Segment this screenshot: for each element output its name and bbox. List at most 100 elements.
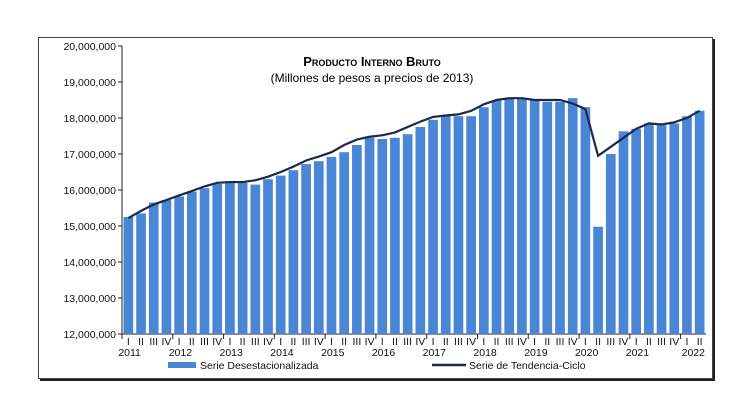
- bar: [301, 164, 311, 334]
- bar: [440, 116, 451, 334]
- quarter-label: III: [251, 336, 260, 348]
- quarter-label: I: [178, 336, 181, 348]
- quarter-label: III: [149, 336, 158, 348]
- trend-line: [127, 97, 701, 220]
- quarter-label: III: [556, 336, 565, 348]
- y-tick-label: 12,000,000: [63, 329, 116, 341]
- y-tick-label: 20,000,000: [63, 41, 116, 53]
- quarter-label: IV: [212, 336, 222, 348]
- quarter-label: IV: [365, 336, 375, 348]
- quarter-label: IV: [466, 336, 476, 348]
- bar: [123, 217, 134, 334]
- y-tick-label: 16,000,000: [63, 185, 116, 197]
- bar: [263, 179, 273, 334]
- quarter-label: II: [240, 336, 246, 348]
- y-tick-label: 17,000,000: [63, 149, 116, 161]
- bar: [682, 116, 692, 334]
- year-label: 2018: [473, 347, 497, 359]
- quarter-label: II: [189, 336, 195, 348]
- bar: [326, 156, 337, 334]
- bar: [415, 127, 426, 334]
- bar: [466, 116, 476, 334]
- quarter-label: IV: [415, 336, 425, 348]
- quarter-label: III: [657, 336, 666, 348]
- bar: [275, 175, 286, 334]
- y-tick-label: 19,000,000: [63, 77, 116, 89]
- legend-bar-label: Serie Desestacionalizada: [200, 360, 319, 372]
- quarter-label: IV: [517, 336, 527, 348]
- quarter-label: I: [685, 336, 688, 348]
- bar: [364, 137, 375, 334]
- bar: [390, 137, 400, 334]
- bar: [174, 196, 184, 334]
- quarter-label: III: [352, 336, 361, 348]
- quarter-label: I: [330, 336, 333, 348]
- legend-line-label: Serie de Tendencia-Ciclo: [469, 360, 586, 372]
- bar: [529, 100, 540, 334]
- quarter-label: III: [606, 336, 615, 348]
- quarter-label: IV: [314, 336, 324, 348]
- bar: [605, 154, 616, 334]
- quarter-label: I: [381, 336, 384, 348]
- year-label: 2016: [372, 347, 396, 359]
- quarter-label: IV: [669, 336, 679, 348]
- year-label: 2021: [626, 347, 650, 359]
- quarter-label: IV: [263, 336, 273, 348]
- quarter-label: I: [584, 336, 587, 348]
- year-label: 2017: [423, 347, 447, 359]
- quarter-label: I: [127, 336, 130, 348]
- bar: [352, 145, 362, 334]
- quarter-label: II: [138, 336, 144, 348]
- year-label: 2020: [575, 347, 599, 359]
- legend-bar-swatch: [168, 362, 196, 368]
- bar: [491, 100, 502, 334]
- bar: [250, 184, 261, 334]
- bar: [694, 110, 705, 334]
- quarter-label: III: [200, 336, 209, 348]
- quarter-label: II: [494, 336, 500, 348]
- bar: [212, 183, 223, 334]
- bar: [288, 170, 299, 334]
- quarter-label: I: [228, 336, 231, 348]
- bar: [618, 131, 629, 334]
- quarter-label: II: [544, 336, 550, 348]
- quarter-label: III: [302, 336, 311, 348]
- bar: [542, 101, 553, 334]
- bar: [517, 98, 527, 334]
- quarter-label: I: [432, 336, 435, 348]
- bar: [313, 161, 324, 334]
- quarter-label: IV: [619, 336, 629, 348]
- quarter-label: IV: [568, 336, 578, 348]
- year-label: 2019: [524, 347, 548, 359]
- year-label: 2012: [169, 347, 193, 359]
- bar: [428, 119, 438, 334]
- bar: [199, 188, 210, 334]
- bar: [504, 98, 515, 334]
- quarter-label: II: [290, 336, 296, 348]
- bar: [631, 128, 642, 334]
- bar: [669, 123, 680, 335]
- bar: [148, 202, 159, 334]
- bar: [644, 123, 654, 335]
- quarter-label: III: [454, 336, 463, 348]
- bar: [237, 182, 248, 334]
- bar: [136, 213, 146, 334]
- bar: [161, 200, 172, 334]
- bar: [567, 98, 578, 334]
- chart-title: Producto Interno Bruto: [303, 54, 441, 69]
- quarter-label: II: [595, 336, 601, 348]
- y-tick-label: 15,000,000: [63, 221, 116, 233]
- year-label: 2011: [118, 347, 141, 359]
- year-label: 2013: [220, 347, 244, 359]
- y-tick-label: 18,000,000: [63, 113, 116, 125]
- year-label: 2014: [270, 347, 294, 359]
- quarter-label: II: [697, 336, 703, 348]
- chart-subtitle: (Millones de pesos a precios de 2013): [271, 71, 474, 85]
- bar: [339, 152, 350, 334]
- year-label: 2015: [321, 347, 345, 359]
- quarter-label: III: [403, 336, 412, 348]
- bar: [225, 182, 235, 334]
- y-tick-label: 13,000,000: [63, 293, 116, 305]
- quarter-label: II: [341, 336, 347, 348]
